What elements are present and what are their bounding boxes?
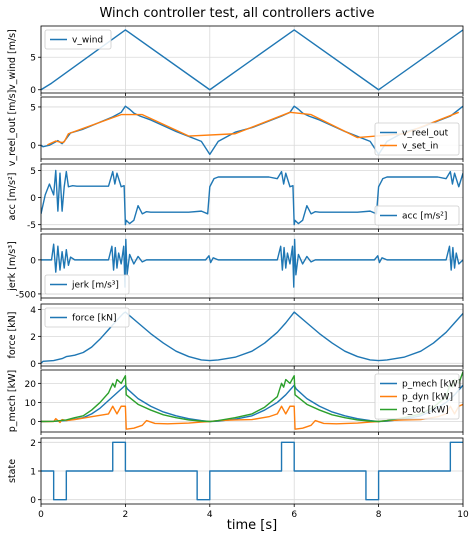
panel-state: 0 1 2 0 2 4 6 8 10 state	[7, 437, 469, 520]
y-tick-label: 2	[30, 439, 36, 449]
y-tick-label: 20	[25, 380, 37, 390]
panel-acc-m-s: -5 0 5 acc [m/s²] acc [m/s²]	[7, 163, 464, 232]
legend-label: p_tot [kW]	[402, 406, 449, 416]
x-tick-label: 8	[376, 510, 382, 520]
legend: v_wind	[44, 29, 112, 50]
y-axis-label: force [kN]	[7, 312, 18, 359]
y-tick-label: 0	[30, 418, 36, 428]
legend-box	[44, 307, 130, 328]
panel-frame	[40, 369, 464, 433]
y-axis-label: v_wind [m/s]	[7, 29, 18, 90]
legend-box	[44, 29, 112, 50]
legend-box	[44, 274, 130, 295]
y-tick-label: 0	[30, 194, 36, 204]
legend-label: v_wind	[72, 36, 103, 46]
y-axis-label: jerk [m/s³]	[7, 241, 18, 292]
legend-label: p_mech [kW]	[402, 380, 461, 390]
x-tick-label: 2	[123, 510, 129, 520]
panel-jerk-m-s: -500 0 jerk [m/s³] jerk [m/s³]	[7, 233, 464, 301]
y-tick-label: 0	[30, 360, 36, 370]
y-tick-label: 0	[30, 142, 36, 152]
panel-frame	[40, 303, 464, 367]
legend-box	[374, 205, 460, 226]
y-axis-label: p_mech [kW]	[7, 370, 18, 432]
legend: v_reel_out v_set_in	[374, 122, 460, 156]
y-axis-label: acc [m/s²]	[7, 173, 18, 221]
panel-force-kn: 0 2 4 force [kN] force [kN]	[7, 303, 464, 370]
legend: force [kN]	[44, 307, 130, 328]
y-axis-label: state	[7, 459, 18, 483]
panel-v-wind-m-s: 0 5 v_wind [m/s] v_wind	[7, 25, 464, 96]
x-tick-label: 0	[38, 510, 44, 520]
panel-frame	[40, 233, 464, 299]
legend-label: acc [m/s²]	[402, 212, 447, 222]
panel-frame	[40, 96, 464, 160]
legend-label: v_set_in	[402, 142, 438, 152]
x-tick-label: 4	[207, 510, 213, 520]
y-tick-label: -5	[27, 221, 36, 231]
x-tick-label: 10	[457, 510, 469, 520]
series-line-v-set-in	[47, 111, 460, 146]
y-tick-label: 5	[30, 167, 36, 177]
y-tick-label: 5	[30, 54, 36, 64]
y-tick-label: 10	[25, 399, 37, 409]
series-line-state	[41, 441, 463, 501]
series-line-jerk-m-s	[41, 238, 463, 288]
legend: jerk [m/s³]	[44, 274, 130, 295]
y-tick-label: 4	[30, 306, 36, 316]
y-tick-label: -500	[16, 290, 37, 300]
x-axis-label: time [s]	[227, 518, 277, 533]
y-tick-label: 0	[30, 496, 36, 506]
legend: p_mech [kW] p_dyn [kW] p_tot [kW]	[374, 373, 461, 420]
y-axis-label: v_reel_out [m/s]	[7, 90, 18, 167]
chart-title: Winch controller test, all controllers a…	[99, 6, 375, 21]
series-line-v-wind	[41, 29, 463, 91]
legend: acc [m/s²]	[374, 205, 460, 226]
legend-label: p_dyn [kW]	[402, 393, 453, 403]
y-tick-label: 2	[30, 333, 36, 343]
y-tick-label: 0	[30, 256, 36, 266]
legend-label: jerk [m/s³]	[71, 281, 119, 291]
panel-frame	[40, 163, 464, 230]
panel-v-reel-out-m-s: 0 5 v_reel_out [m/s] v_reel_out v_set_in	[7, 90, 464, 167]
series-line-force-kn	[41, 311, 463, 364]
y-tick-label: 1	[30, 468, 36, 478]
panel-frame	[40, 25, 464, 94]
y-tick-label: 5	[30, 103, 36, 113]
legend-label: v_reel_out	[402, 129, 449, 139]
legend-box	[374, 122, 460, 156]
y-tick-label: 0	[30, 86, 36, 96]
x-tick-label: 6	[291, 510, 297, 520]
legend-label: force [kN]	[72, 314, 117, 324]
panel-p-mech-kw: 0 10 20 p_mech [kW] p_mech [kW] p_dyn [kW] p_t…	[7, 369, 464, 435]
legend-box	[374, 373, 460, 420]
